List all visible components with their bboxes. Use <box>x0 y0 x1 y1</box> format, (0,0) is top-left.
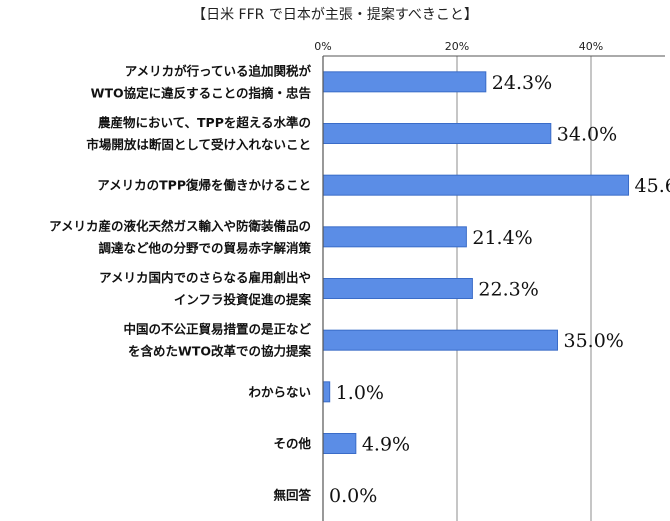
value-labels: 24.3% 34.0% 45.6% 21.4% 22.3% 35.0% 1.0% 4.9% 0.… <box>329 72 670 507</box>
x-tick-label: 0% <box>314 40 331 53</box>
data-label: 34.0% <box>557 124 617 146</box>
bar <box>322 71 487 93</box>
bar <box>322 278 473 299</box>
category-labels: アメリカが行っている追加関税が WTO協定に違反することの指摘・忠告農産物において… <box>49 63 311 502</box>
bar <box>322 226 467 248</box>
bar <box>322 123 552 144</box>
category-label: アメリカのTPP復帰を働きかけること <box>97 178 311 193</box>
x-axis-ticks: 0% 20% 40% <box>314 40 603 53</box>
category-label: 農産物において、TPPを超える水準の市場開放は断固として受け入れないこと <box>86 115 311 152</box>
category-label: 無回答 <box>273 488 311 503</box>
data-label: 24.3% <box>492 72 552 94</box>
data-label: 1.0% <box>336 382 384 404</box>
x-tick-label: 20% <box>445 40 469 53</box>
category-label: その他 <box>273 436 311 451</box>
data-label: 4.9% <box>362 434 410 456</box>
axes <box>322 55 665 521</box>
chart-title: 【日米 FFR で日本が主張・提案すべきこと】 <box>192 6 478 23</box>
data-label: 35.0% <box>564 330 624 352</box>
data-label: 45.6% <box>635 175 670 197</box>
category-label: アメリカが行っている追加関税が WTO協定に違反することの指摘・忠告 <box>91 63 312 100</box>
data-label: 21.4% <box>472 227 532 249</box>
data-label: 0.0% <box>329 485 377 507</box>
x-tick-label: 40% <box>579 40 603 53</box>
bars <box>322 71 630 454</box>
bar <box>322 174 630 196</box>
bar <box>322 381 331 403</box>
data-label: 22.3% <box>478 279 538 301</box>
category-label: 中国の不公正貿易措置の是正などを含めたWTO改革での協力提案 <box>123 322 311 359</box>
category-label: アメリカ産の液化天然ガス輸入や防衛装備品の調達など他の分野での貿易赤字解消策 <box>49 218 311 255</box>
category-label: アメリカ国内でのさらなる雇用創出やインフラ投資促進の提案 <box>99 270 311 307</box>
bar <box>322 329 558 351</box>
category-label: わからない <box>248 384 311 399</box>
bar <box>322 433 357 454</box>
